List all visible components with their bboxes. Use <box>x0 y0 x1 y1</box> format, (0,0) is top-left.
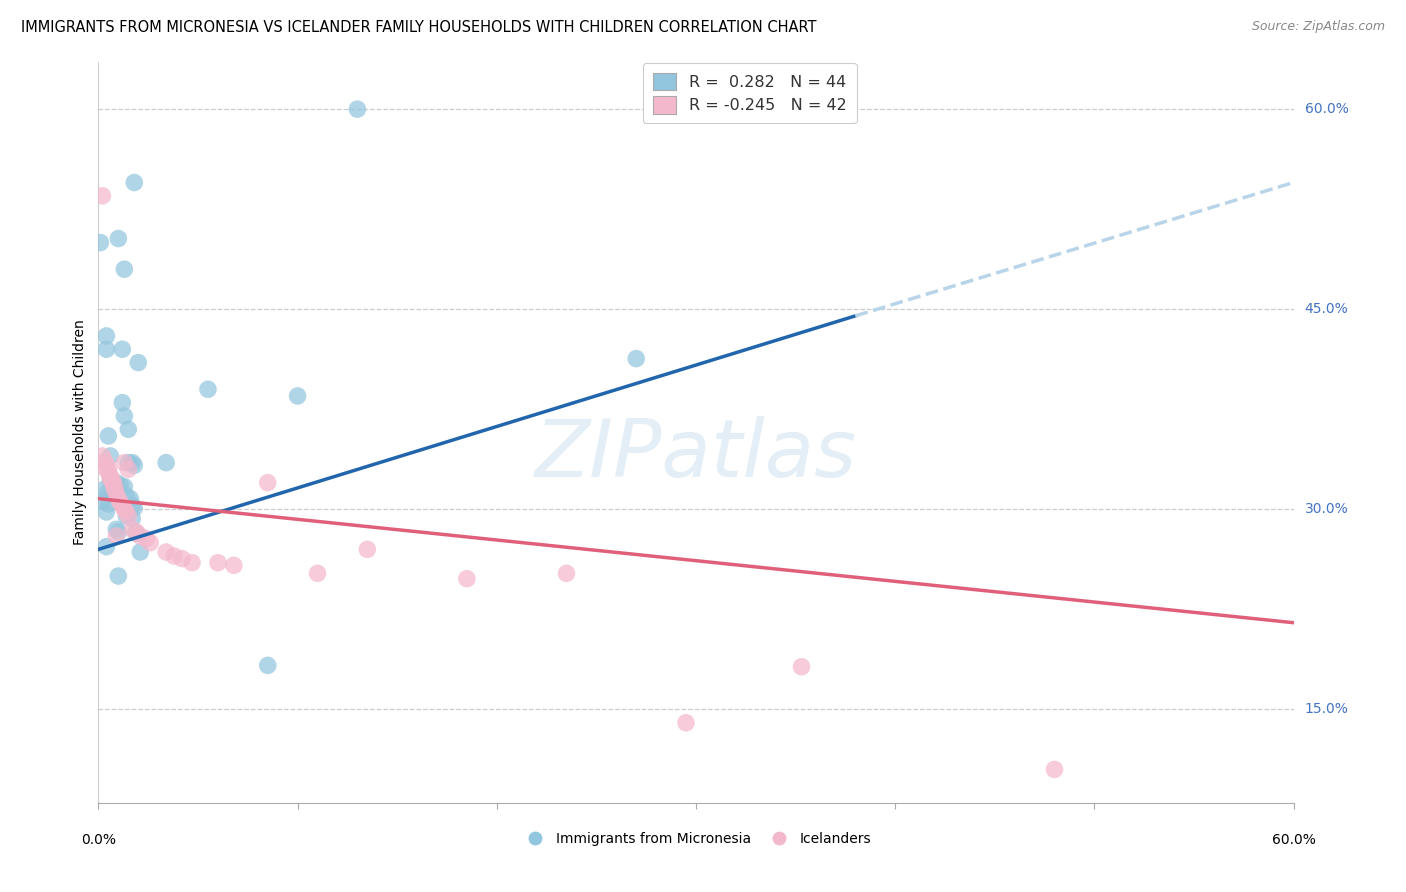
Point <box>163 549 186 563</box>
Point <box>103 478 125 492</box>
Point <box>98 449 122 463</box>
Point <box>125 526 148 541</box>
Point <box>111 343 134 357</box>
Point <box>96 343 118 357</box>
Text: ZIPatlas: ZIPatlas <box>534 416 858 494</box>
Point <box>115 508 138 523</box>
Legend: Immigrants from Micronesia, Icelanders: Immigrants from Micronesia, Icelanders <box>516 826 876 851</box>
Point <box>790 659 813 673</box>
Point <box>112 502 135 516</box>
Point <box>346 102 368 116</box>
Point <box>155 545 177 559</box>
Point <box>96 540 118 554</box>
Point <box>107 231 129 245</box>
Point <box>127 355 149 369</box>
Point <box>101 488 124 502</box>
Point <box>112 456 135 470</box>
Point <box>626 351 648 366</box>
Point <box>121 499 143 513</box>
Point <box>555 566 578 581</box>
Point <box>256 475 278 490</box>
Point <box>91 189 114 203</box>
Point <box>356 542 378 557</box>
Point <box>107 491 129 506</box>
Point <box>96 462 118 476</box>
Point <box>112 262 135 277</box>
Point <box>112 480 135 494</box>
Text: Source: ZipAtlas.com: Source: ZipAtlas.com <box>1251 20 1385 33</box>
Text: 0.0%: 0.0% <box>82 833 115 847</box>
Point <box>117 456 139 470</box>
Point <box>96 457 118 471</box>
Point <box>107 524 129 539</box>
Point <box>307 566 329 581</box>
Point <box>96 329 118 343</box>
Point <box>110 496 132 510</box>
Point <box>222 558 245 573</box>
Point <box>456 572 478 586</box>
Point <box>207 556 229 570</box>
Point <box>124 458 146 473</box>
Point <box>105 522 128 536</box>
Text: 30.0%: 30.0% <box>1305 502 1348 516</box>
Point <box>1043 763 1066 777</box>
Point <box>97 497 120 511</box>
Point <box>181 556 204 570</box>
Point <box>97 462 120 476</box>
Point <box>93 483 115 497</box>
Point <box>98 469 122 483</box>
Text: 60.0%: 60.0% <box>1271 833 1316 847</box>
Point <box>93 454 115 468</box>
Point <box>97 429 120 443</box>
Point <box>91 449 114 463</box>
Point <box>117 422 139 436</box>
Text: 60.0%: 60.0% <box>1305 102 1348 116</box>
Point <box>675 715 697 730</box>
Point <box>129 529 152 543</box>
Text: 15.0%: 15.0% <box>1305 702 1348 716</box>
Point <box>124 176 146 190</box>
Text: IMMIGRANTS FROM MICRONESIA VS ICELANDER FAMILY HOUSEHOLDS WITH CHILDREN CORRELAT: IMMIGRANTS FROM MICRONESIA VS ICELANDER … <box>21 20 817 35</box>
Point <box>97 485 120 500</box>
Point <box>121 522 143 536</box>
Point <box>96 505 118 519</box>
Point <box>98 472 122 486</box>
Point <box>107 569 129 583</box>
Point <box>105 486 128 500</box>
Point <box>172 551 194 566</box>
Point <box>112 409 135 423</box>
Point <box>110 478 132 492</box>
Point <box>117 508 139 523</box>
Point <box>121 511 143 525</box>
Point <box>155 456 177 470</box>
Point <box>111 395 134 409</box>
Point <box>125 524 148 539</box>
Point <box>111 499 134 513</box>
Point <box>101 473 124 487</box>
Point <box>115 505 138 519</box>
Point <box>117 462 139 476</box>
Point <box>89 235 111 250</box>
Point <box>98 473 122 487</box>
Point <box>97 465 120 479</box>
Point <box>105 475 128 490</box>
Point <box>135 532 157 546</box>
Point <box>256 658 278 673</box>
Point <box>91 494 114 508</box>
Point <box>139 535 162 549</box>
Point <box>115 489 138 503</box>
Y-axis label: Family Households with Children: Family Households with Children <box>73 319 87 546</box>
Point <box>103 483 125 497</box>
Point <box>124 500 146 515</box>
Point <box>120 491 142 506</box>
Text: 45.0%: 45.0% <box>1305 302 1348 317</box>
Point <box>287 389 309 403</box>
Point <box>129 545 152 559</box>
Point <box>105 529 128 543</box>
Point <box>101 475 124 490</box>
Point <box>197 382 219 396</box>
Point <box>121 456 143 470</box>
